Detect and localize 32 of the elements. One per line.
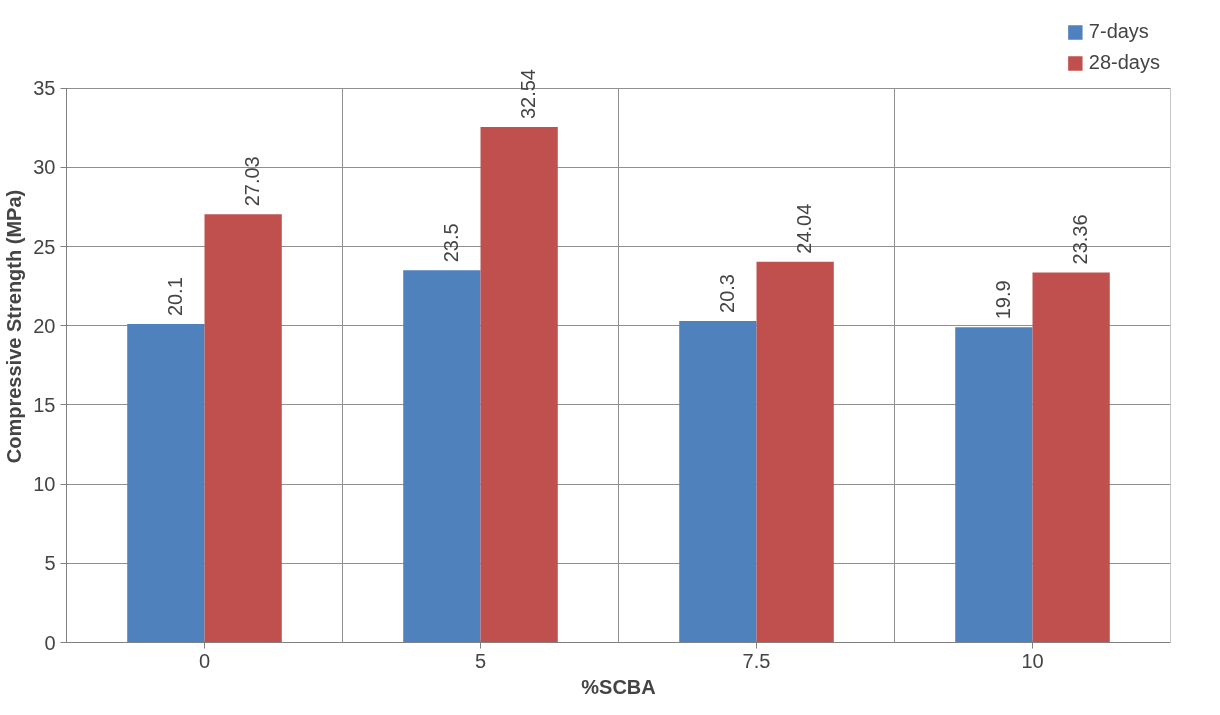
x-tick-label: 10 <box>1021 649 1044 672</box>
data-label: 20.1 <box>163 277 186 317</box>
data-label: 23.5 <box>439 223 462 263</box>
x-tick-label: 0 <box>198 649 211 672</box>
data-label: 20.3 <box>715 274 738 313</box>
x-axis-title: %SCBA <box>581 675 656 698</box>
y-tick-label: 20 <box>33 314 56 337</box>
legend-label: 7-days <box>1088 20 1149 43</box>
bar <box>403 270 481 643</box>
x-tick-label: 7.5 <box>742 649 771 672</box>
y-tick-label: 10 <box>33 473 56 496</box>
data-label: 27.03 <box>241 156 264 207</box>
legend-label: 28-days <box>1088 51 1160 74</box>
y-tick-label: 30 <box>33 156 56 179</box>
y-tick-label: 35 <box>33 77 56 100</box>
y-tick-label: 25 <box>33 235 56 258</box>
y-tick-label: 15 <box>33 393 56 416</box>
y-tick-label: 5 <box>44 552 56 575</box>
x-tick-label: 5 <box>474 649 487 672</box>
data-label: 23.36 <box>1069 214 1092 265</box>
bar <box>480 127 558 643</box>
data-label: 24.04 <box>793 203 816 254</box>
y-axis-title: Compressive Strength (MPa) <box>3 189 26 464</box>
bar <box>955 327 1033 643</box>
data-label: 32.54 <box>517 69 540 120</box>
bar <box>679 320 757 643</box>
data-label: 19.9 <box>991 280 1014 320</box>
bar <box>127 324 205 643</box>
bar <box>204 214 282 643</box>
y-tick-label: 0 <box>44 631 56 654</box>
bar <box>1032 272 1110 643</box>
bar <box>756 261 834 643</box>
